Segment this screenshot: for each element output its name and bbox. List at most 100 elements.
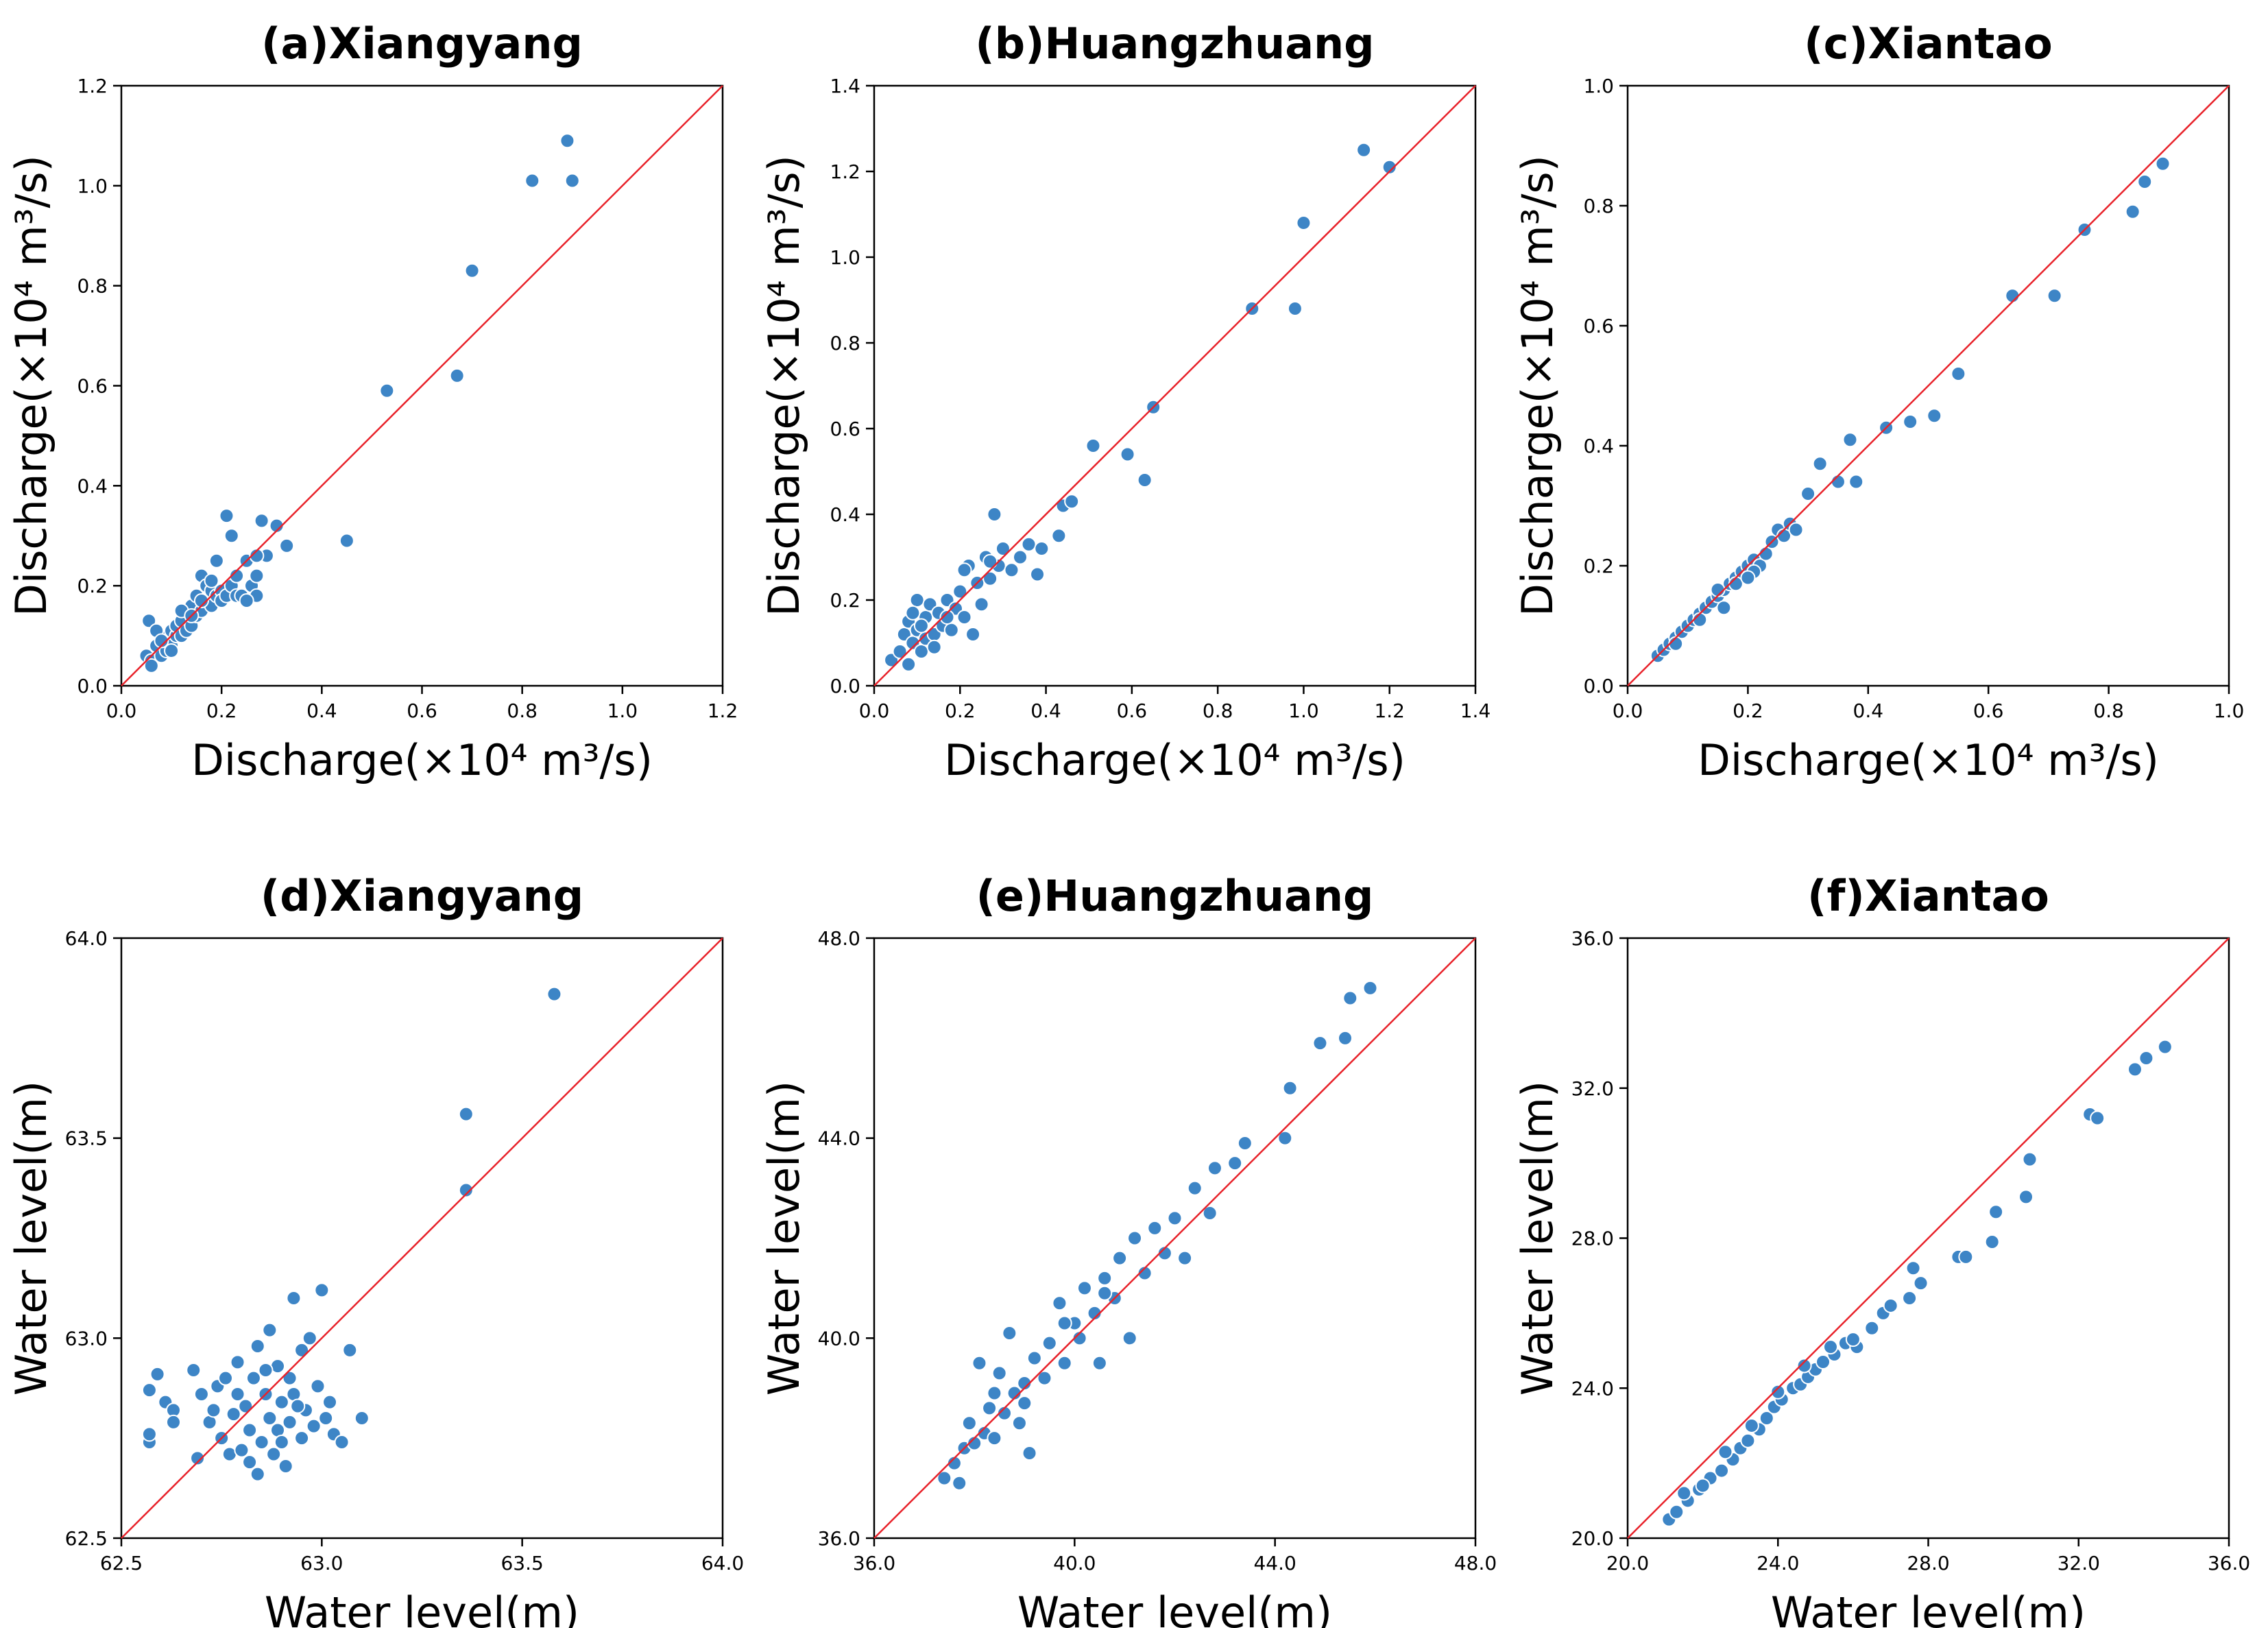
data-point [524,173,540,189]
y-tick-label: 63.0 [65,1327,108,1350]
data-point [1017,1375,1033,1391]
data-point [1842,432,1858,448]
data-point [1041,1335,1057,1351]
data-point [1157,1245,1172,1261]
data-point [1127,1230,1143,1246]
data-point [987,1431,1002,1446]
data-point [282,1370,298,1386]
y-axis-label: Water level(m) [759,1081,809,1396]
panel-title: (e)Huangzhuang [976,871,1374,921]
data-point [164,643,180,658]
data-point [141,1382,157,1398]
identity-line [121,937,723,1539]
data-point [269,518,285,534]
data-point [952,1475,967,1491]
data-point [1034,541,1050,556]
data-point [234,1442,250,1458]
x-tick-label: 0.4 [1030,699,1061,722]
data-point [2125,204,2140,219]
data-point [982,553,998,569]
x-tick-label: 0.6 [1973,699,2004,722]
data-point [1112,1250,1128,1266]
data-point [318,1411,334,1426]
data-point [224,528,239,544]
identity-line [1627,85,2230,686]
y-tick-label: 0.6 [77,375,108,398]
x-tick-label: 0.2 [945,699,976,722]
data-point [262,1411,278,1426]
data-point [302,1330,317,1346]
y-tick-label: 0.2 [1583,555,1614,577]
y-tick-label: 0.6 [1583,315,1614,337]
data-point [1147,1220,1163,1236]
data-point [1087,1305,1102,1321]
data-point [1740,1433,1756,1448]
y-tick-label: 28.0 [1571,1228,1614,1250]
data-point [258,1363,274,1378]
data-point [913,644,929,659]
data-point [306,1418,322,1434]
data-point [1282,1080,1298,1096]
data-point [143,658,159,673]
y-tick-label: 1.2 [77,75,108,97]
data-point [1845,1332,1861,1348]
data-point [1740,570,1756,586]
y-tick-label: 40.0 [818,1327,860,1350]
data-point [901,656,917,672]
panel-c: 0.00.0 0.2 0.2 0.4 0.4 0.6 0.6 0.8 0.8 1.0 1.0 (c)X… [1512,19,2244,785]
panel-b: 0.00.0 0.2 0.2 0.4 0.4 0.6 0.6 0.8 0.8 1.0 1.0 1.2 1… [759,19,1491,785]
data-point [892,644,908,659]
data-point [282,1414,298,1430]
y-axis-label: Discharge(×10⁴ m³/s) [6,155,56,617]
data-point [974,597,989,612]
data-point [279,538,295,553]
data-point [274,1435,289,1450]
y-tick-label: 0.2 [830,589,860,612]
data-point [250,1466,265,1482]
data-point [1695,1478,1711,1494]
data-point [1362,980,1378,996]
data-point [956,562,972,578]
x-axis-label: Water level(m) [1017,1588,1332,1628]
identity-line [1627,937,2230,1539]
data-point [238,1398,254,1414]
data-point [1137,472,1153,488]
y-tick-label: 64.0 [65,927,108,950]
data-point [1812,456,1828,472]
y-tick-label: 0.0 [77,675,108,697]
data-point [1202,1206,1218,1221]
data-point [1902,1291,1918,1306]
data-point [961,1415,977,1431]
y-tick-label: 44.0 [818,1127,860,1150]
y-tick-label: 0.0 [1583,675,1614,697]
y-tick-label: 0.8 [1583,195,1614,217]
data-point [154,633,169,649]
data-point [2090,1110,2106,1126]
y-tick-label: 36.0 [1571,927,1614,950]
y-tick-label: 0.4 [1583,435,1614,457]
x-tick-label: 0.6 [407,699,437,722]
data-point [982,571,998,586]
data-point [1097,1285,1113,1301]
data-point [249,548,265,564]
data-point [1012,549,1028,565]
data-point [141,613,157,629]
x-tick-label: 1.2 [1374,699,1405,722]
panel-title: (f)Xiantao [1807,871,2049,921]
x-tick-label: 24.0 [1757,1552,1799,1575]
y-tick-label: 1.0 [830,246,860,269]
y-axis-label: Water level(m) [6,1081,56,1396]
data-point [1951,366,1966,381]
data-point [1022,1446,1037,1461]
x-tick-label: 0.8 [507,699,538,722]
data-point [987,507,1002,522]
data-point [991,1365,1007,1381]
data-point [995,541,1011,556]
y-tick-label: 0.8 [77,275,108,298]
data-point [1883,1297,1898,1313]
data-point [559,133,575,149]
data-point [250,1339,265,1354]
data-point [1356,142,1372,158]
data-point [987,1385,1002,1401]
data-point [322,1394,338,1410]
